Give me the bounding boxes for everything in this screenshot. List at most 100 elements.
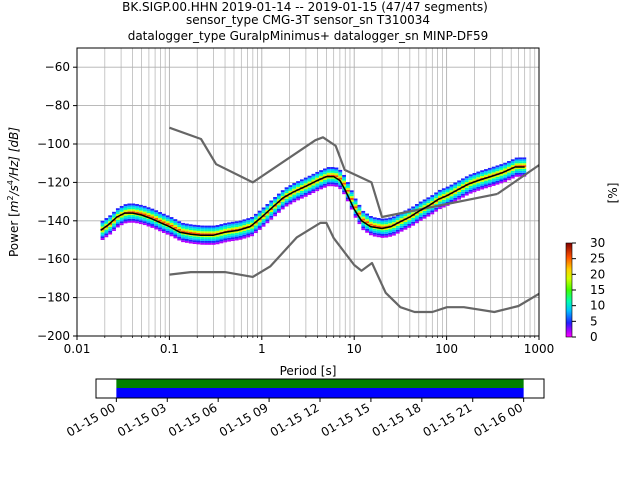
psd-density-cell: [369, 219, 373, 222]
psd-density-cell: [468, 176, 473, 179]
psd-density-cell: [468, 191, 473, 194]
psd-density-cell: [181, 226, 185, 229]
psd-density-cell: [257, 214, 262, 217]
psd-density-cell: [507, 178, 511, 181]
psd-density-cell: [330, 168, 335, 171]
psd-density-cell: [200, 240, 205, 243]
psd-density-cell: [123, 207, 128, 210]
psd-density-cell: [357, 212, 362, 215]
psd-density-cell: [119, 209, 124, 212]
psd-density-cell: [104, 233, 109, 236]
psd-density-cell: [372, 232, 377, 235]
psd-density-cell: [503, 164, 508, 167]
psd-density-cell: [242, 219, 247, 222]
psd-density-cell: [395, 218, 400, 221]
psd-density-cell: [158, 212, 162, 214]
psd-density-cell: [392, 226, 396, 228]
psd-density-cell: [415, 217, 419, 220]
psd-density-cell: [369, 216, 373, 218]
psd-density-cell: [288, 187, 293, 189]
psd-density-cell: [165, 232, 170, 235]
colorbar-tick-label: 25: [590, 252, 605, 266]
psd-density-cell: [346, 197, 350, 200]
psd-density-cell: [518, 161, 523, 164]
psd-density-cell: [127, 218, 132, 221]
psd-density-cell: [169, 222, 174, 225]
psd-density-cell: [292, 200, 297, 203]
psd-density-cell: [415, 219, 419, 222]
psd-density-cell: [384, 220, 389, 223]
psd-density-cell: [223, 228, 228, 231]
psd-density-cell: [192, 228, 197, 231]
psd-density-cell: [311, 189, 316, 192]
psd-density-cell: [192, 232, 197, 235]
psd-density-cell: [491, 180, 496, 183]
psd-density-cell: [112, 229, 116, 232]
psd-density-cell: [380, 230, 385, 233]
title-line-1: BK.SIGP.00.HHN 2019-01-14 -- 2019-01-15 …: [122, 0, 488, 14]
psd-density-cell: [227, 228, 231, 231]
psd-density-cell: [338, 185, 343, 188]
psd-density-cell: [503, 178, 508, 181]
psd-density-cell: [457, 191, 462, 194]
psd-density-cell: [276, 193, 281, 196]
psd-density-cell: [211, 242, 216, 245]
psd-density-cell: [150, 212, 155, 215]
psd-density-cell: [108, 230, 113, 233]
timeline-tick-label: 01-15 12: [268, 400, 322, 439]
psd-density-cell: [119, 211, 124, 214]
psd-density-cell: [169, 228, 174, 231]
psd-density-cell: [211, 233, 216, 236]
psd-density-cell: [146, 214, 151, 217]
psd-density-cell: [219, 233, 224, 236]
psd-density-cell: [388, 230, 393, 233]
psd-density-cell: [484, 171, 488, 173]
psd-density-cell: [365, 215, 370, 218]
psd-density-cell: [457, 190, 462, 192]
psd-density-cell: [177, 234, 182, 237]
psd-density-cell: [311, 179, 316, 182]
psd-density-cell: [503, 166, 508, 169]
psd-density-cell: [215, 225, 220, 227]
psd-density-cell: [196, 238, 201, 241]
psd-density-cell: [292, 188, 297, 191]
psd-density-cell: [138, 210, 143, 213]
psd-density-cell: [284, 191, 289, 194]
psd-density-cell: [330, 182, 335, 185]
psd-density-cell: [127, 203, 132, 206]
psd-density-cell: [510, 165, 515, 167]
psd-density-cell: [127, 220, 132, 223]
psd-density-cell: [296, 192, 300, 195]
psd-density-cell: [319, 185, 323, 188]
psd-density-cell: [196, 232, 201, 235]
psd-density-cell: [204, 231, 208, 234]
psd-density-cell: [434, 207, 439, 210]
psd-density-cell: [246, 231, 251, 234]
psd-density-cell: [480, 170, 485, 173]
psd-density-cell: [142, 221, 147, 224]
psd-density-cell: [487, 177, 492, 180]
psd-density-cell: [438, 199, 442, 202]
psd-density-cell: [468, 178, 473, 181]
psd-density-cell: [234, 225, 239, 228]
psd-density-cell: [265, 221, 270, 224]
psd-density-cell: [334, 175, 339, 178]
psd-density-cell: [514, 157, 519, 160]
psd-density-cell: [173, 226, 178, 229]
psd-density-cell: [326, 172, 331, 175]
psd-density-cell: [250, 220, 254, 223]
psd-density-cell: [131, 211, 136, 214]
psd-density-cell: [407, 225, 412, 228]
psd-density-cell: [357, 220, 362, 223]
psd-density-cell: [177, 238, 182, 241]
psd-density-cell: [115, 210, 120, 213]
psd-density-cell: [177, 232, 182, 235]
psd-density-cell: [468, 180, 473, 183]
psd-density-cell: [518, 163, 523, 166]
psd-density-cell: [476, 171, 481, 174]
psd-density-cell: [487, 169, 492, 172]
psd-density-cell: [411, 219, 416, 222]
psd-density-cell: [399, 223, 404, 226]
psd-density-cell: [510, 170, 515, 173]
psd-density-cell: [227, 232, 231, 234]
